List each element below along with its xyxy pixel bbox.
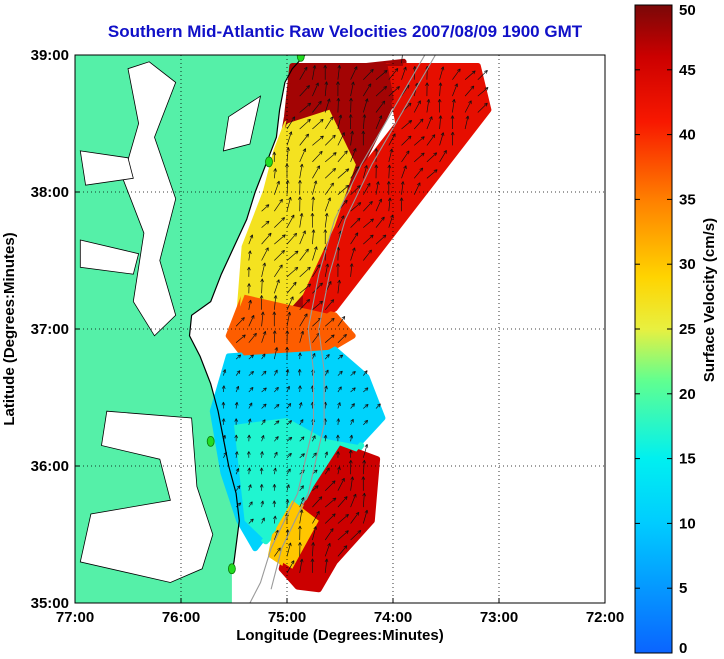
y-tick-label: 39:00 [31, 47, 69, 64]
vector-arrows [221, 55, 489, 574]
x-tick-label: 76:00 [162, 609, 200, 626]
colorbar-tick-label: 30 [679, 256, 696, 273]
colorbar-tick-label: 35 [679, 191, 696, 208]
y-tick-label: 35:00 [31, 595, 69, 612]
x-tick-label: 74:00 [374, 609, 412, 626]
y-axis-label: Latitude (Degrees:Minutes) [1, 232, 18, 425]
radar-station-marker [265, 156, 273, 168]
x-axis-ticks: 77:00 76:00 75:00 74:00 73:00 72:00 [56, 598, 624, 626]
velocity-vectors [221, 55, 489, 603]
isobath-contour [270, 55, 436, 590]
x-tick-label: 72:00 [586, 609, 624, 626]
radar-station-marker [227, 563, 236, 575]
colorbar-tick-label: 45 [679, 62, 696, 79]
x-tick-label: 75:00 [268, 609, 306, 626]
x-tick-label: 77:00 [56, 609, 94, 626]
colorbar-tick-label: 25 [679, 321, 696, 338]
velocity-region-core [228, 294, 353, 364]
velocity-region-core [239, 109, 356, 336]
velocity-region-core [234, 418, 362, 542]
colorbar-tick-label: 50 [679, 2, 696, 19]
colorbar-tick-label: 0 [679, 640, 687, 657]
bay-water [79, 239, 140, 275]
y-tick-label: 38:00 [31, 184, 69, 201]
velocity-region-core [281, 445, 378, 590]
colorbar-tick-label: 5 [679, 580, 687, 597]
colorbar-tick-label: 20 [679, 386, 696, 403]
y-tick-label: 37:00 [31, 321, 69, 338]
y-axis-ticks: 35:00 36:00 37:00 38:00 39:00 [31, 47, 80, 612]
colorbar-tick-label: 15 [679, 451, 696, 468]
grid [75, 55, 605, 603]
bay-water [79, 410, 214, 583]
chesapeake-bay [79, 61, 262, 583]
colorbar-label: Surface Velocity (cm/s) [701, 218, 718, 382]
radar-station-marker [206, 435, 215, 447]
radar-station-marker [296, 55, 305, 62]
x-axis-label: Longitude (Degrees:Minutes) [236, 627, 444, 644]
velocity-field [209, 58, 492, 593]
colorbar-tick-label: 40 [679, 127, 696, 144]
radar-stations [206, 55, 305, 575]
y-tick-label: 36:00 [31, 458, 69, 475]
colorbar [634, 4, 673, 654]
velocity-region-core [271, 500, 319, 569]
coastline [188, 55, 306, 572]
bay-water [222, 95, 262, 152]
colorbar-ticks: 0 5 10 15 20 25 30 35 40 45 50 [635, 2, 696, 657]
isobath-contour [249, 55, 426, 603]
bay-water [122, 61, 177, 337]
bay-water [79, 150, 134, 186]
velocity-region-core [302, 66, 489, 329]
chart-title: Southern Mid-Atlantic Raw Velocities 200… [107, 22, 583, 41]
x-tick-label: 73:00 [480, 609, 518, 626]
colorbar-tick-label: 10 [679, 515, 696, 532]
